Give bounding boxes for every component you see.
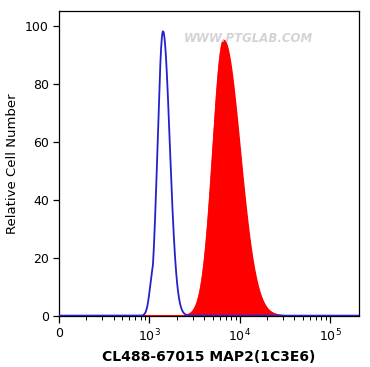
Y-axis label: Relative Cell Number: Relative Cell Number — [6, 93, 19, 234]
X-axis label: CL488-67015 MAP2(1C3E6): CL488-67015 MAP2(1C3E6) — [102, 350, 316, 364]
Text: WWW.PTGLAB.COM: WWW.PTGLAB.COM — [184, 32, 313, 45]
